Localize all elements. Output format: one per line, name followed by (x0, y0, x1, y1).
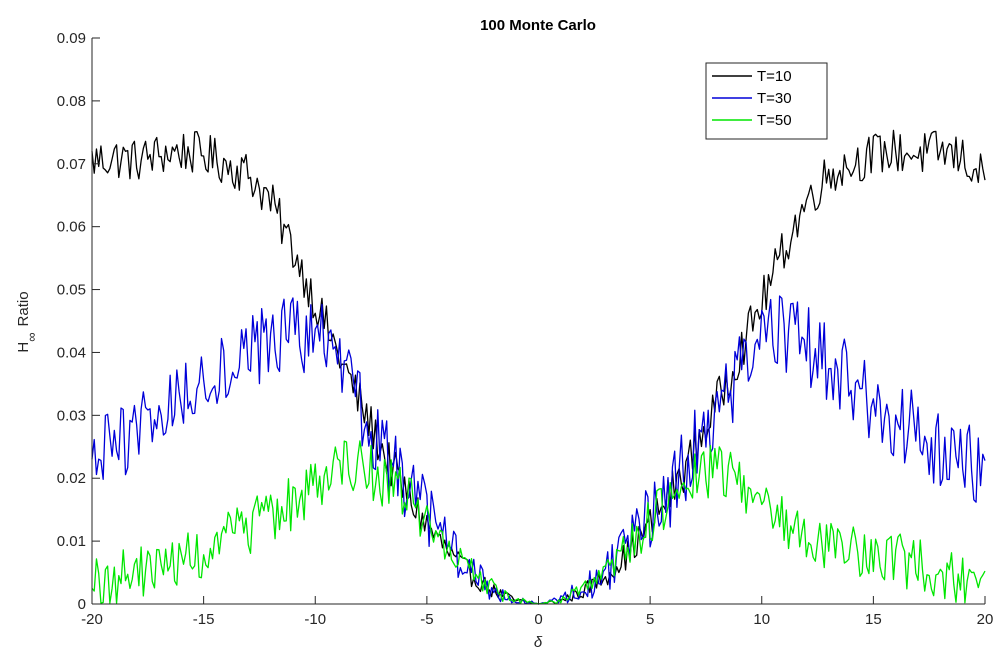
x-tick-label: 0 (534, 611, 542, 628)
x-axis-label: δ (534, 634, 543, 651)
legend-label: T=50 (757, 112, 792, 129)
y-ticks: 0 0.01 0.02 0.03 0.04 0.05 0.06 0.07 0.08 0.09 (57, 30, 100, 613)
x-tick-label: -20 (81, 611, 103, 628)
y-axis-label-text: H∞ Ratio (15, 291, 39, 352)
x-ticks: -20 -15 -10 -5 0 5 10 15 20 (81, 596, 993, 628)
x-tick-label: -5 (420, 611, 433, 628)
x-tick-label: 5 (646, 611, 654, 628)
x-tick-label: 10 (753, 611, 770, 628)
x-tick-label: -10 (304, 611, 326, 628)
chart-title: 100 Monte Carlo (480, 17, 596, 34)
y-tick-label: 0.09 (57, 30, 86, 47)
legend-label: T=10 (757, 68, 792, 85)
y-axis-label-sub: ∞ (24, 332, 39, 341)
y-axis-label-main: H (15, 342, 32, 353)
y-axis-label: H∞ Ratio (15, 291, 39, 352)
y-tick-label: 0.08 (57, 93, 86, 110)
y-tick-label: 0.02 (57, 470, 86, 487)
legend-label: T=30 (757, 90, 792, 107)
y-tick-label: 0.07 (57, 156, 86, 173)
y-tick-label: 0 (78, 596, 86, 613)
y-tick-label: 0.03 (57, 407, 86, 424)
x-tick-label: 20 (977, 611, 994, 628)
x-tick-label: 15 (865, 611, 882, 628)
y-axis-label-rest: Ratio (15, 291, 32, 326)
y-tick-label: 0.04 (57, 344, 86, 361)
y-tick-label: 0.06 (57, 219, 86, 236)
x-tick-label: -15 (193, 611, 215, 628)
y-tick-label: 0.05 (57, 282, 86, 299)
y-tick-label: 0.01 (57, 533, 86, 550)
legend: T=10 T=30 T=50 (705, 62, 828, 140)
